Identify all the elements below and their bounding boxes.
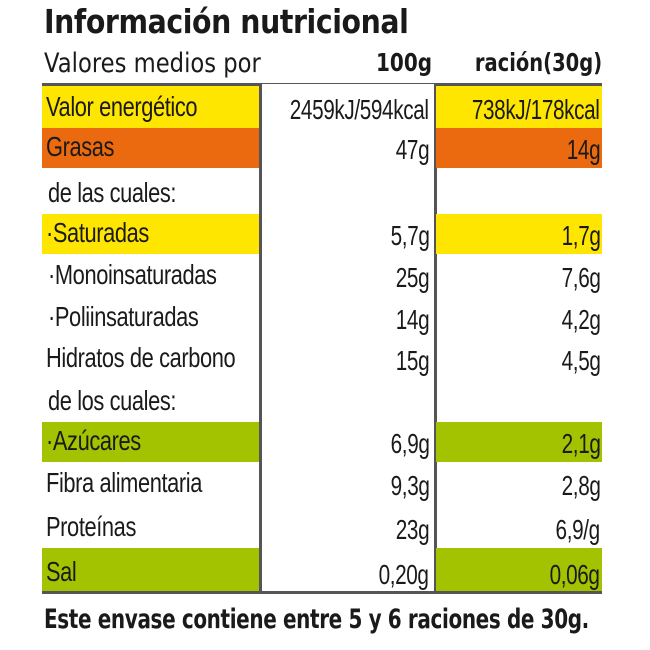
row-label: ·Azúcares — [46, 425, 141, 456]
row-monounsaturated: ·Monoinsaturadas 25g 7,6g — [42, 254, 602, 296]
row-label: Valor energético — [46, 91, 198, 122]
value-serving: 2,8g — [561, 470, 600, 501]
row-energy: Valor energético 2459kJ/594kcal 738kJ/17… — [42, 86, 602, 128]
header-col-100g: 100g — [375, 48, 432, 77]
value-serving: 7,6g — [561, 262, 600, 293]
row-saturated: ·Saturadas 5,7g 1,7g — [42, 214, 602, 254]
row-label: Sal — [46, 556, 77, 587]
value-100g: 2459kJ/594kcal — [290, 94, 429, 125]
value-100g: 14g — [395, 304, 430, 335]
row-label: de los cuales: — [48, 385, 177, 416]
value-100g: 25g — [395, 262, 430, 293]
value-100g: 15g — [395, 345, 430, 376]
value-100g: 5,7g — [390, 220, 429, 251]
header-label: Valores medios por — [44, 48, 261, 79]
per-100g-column-frame — [259, 84, 437, 592]
value-serving: 4,2g — [561, 304, 600, 335]
servings-note: Este envase contiene entre 5 y 6 racione… — [44, 604, 589, 635]
nutrition-table: Valor energético 2459kJ/594kcal 738kJ/17… — [42, 86, 602, 593]
row-carbohydrates: Hidratos de carbono 15g 4,5g — [42, 338, 602, 379]
row-label: ·Monoinsaturadas — [48, 259, 217, 290]
value-serving: 14g — [566, 134, 601, 165]
value-100g: 6,9g — [390, 428, 429, 459]
value-serving: 6,9/g — [555, 514, 601, 545]
row-polyunsaturated: ·Poliinsaturadas 14g 4,2g — [42, 296, 602, 338]
row-protein: Proteínas 23g 6,9/g — [42, 504, 602, 548]
row-label: ·Saturadas — [46, 217, 149, 248]
value-serving: 4,5g — [561, 345, 600, 376]
value-serving: 738kJ/178kcal — [472, 94, 600, 125]
header-col-serving: ración(30g) — [474, 48, 602, 77]
table-bottom-border — [42, 591, 602, 594]
row-label: Grasas — [46, 131, 115, 162]
value-serving: 2,1g — [561, 428, 600, 459]
row-label: de las cuales: — [48, 177, 177, 208]
value-serving: 1,7g — [561, 220, 600, 251]
row-label: ·Poliinsaturadas — [48, 301, 199, 332]
row-of-which-fats: de las cuales: — [42, 168, 602, 214]
row-sugars: ·Azúcares 6,9g 2,1g — [42, 422, 602, 462]
row-label: Proteínas — [46, 511, 136, 542]
row-of-which-carbs: de los cuales: — [42, 379, 602, 422]
row-fat: Grasas 47g 14g — [42, 128, 602, 168]
row-fiber: Fibra alimentaria 9,3g 2,8g — [42, 462, 602, 504]
row-label: Fibra alimentaria — [46, 467, 203, 498]
page-title: Información nutricional — [44, 2, 409, 41]
row-salt: Sal 0,20g 0,06g — [42, 548, 602, 593]
value-100g: 23g — [395, 514, 430, 545]
value-100g: 47g — [395, 134, 430, 165]
value-serving: 0,06g — [549, 559, 600, 590]
row-label: Hidratos de carbono — [46, 342, 236, 373]
table-header: Valores medios por 100g ración(30g) — [44, 48, 602, 82]
value-100g: 9,3g — [390, 470, 429, 501]
value-100g: 0,20g — [378, 559, 429, 590]
